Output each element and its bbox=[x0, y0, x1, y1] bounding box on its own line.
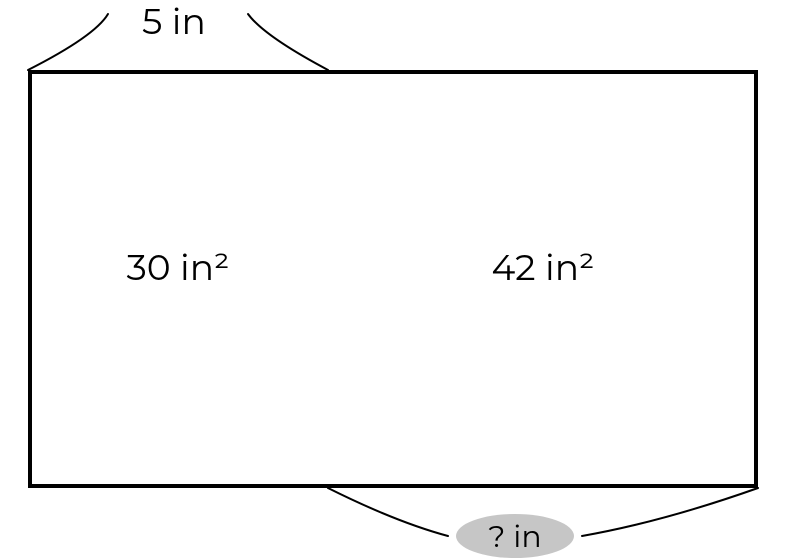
unknown-dimension-pill: ? in bbox=[456, 514, 574, 558]
bottom-dimension-arc-right bbox=[0, 0, 785, 556]
unknown-dimension-label: ? in bbox=[488, 518, 541, 555]
diagram-canvas: 30 in² 42 in² 5 in ? in bbox=[0, 0, 785, 556]
